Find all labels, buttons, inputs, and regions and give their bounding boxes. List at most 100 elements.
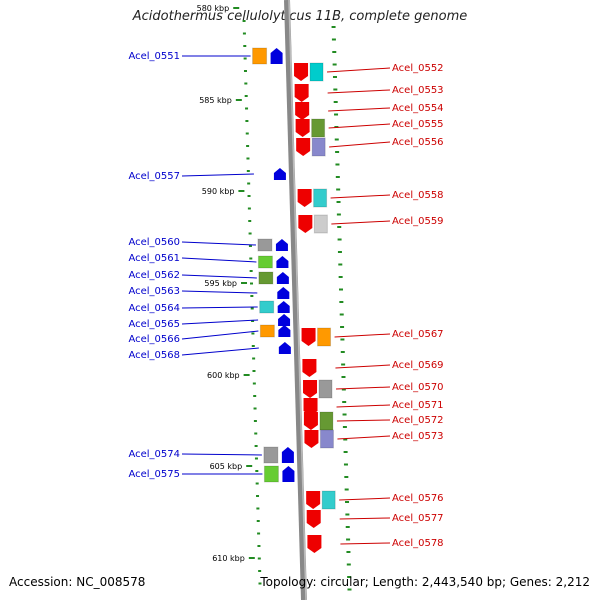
gene-label-reverse[interactable]: Acel_0566	[128, 334, 180, 345]
domain-block	[257, 255, 273, 269]
label-leader-line	[328, 123, 391, 129]
gene-arrow-reverse[interactable]	[277, 301, 290, 313]
gene-label-forward[interactable]: Acel_0559	[392, 216, 444, 227]
gene-arrow-forward[interactable]	[294, 63, 309, 81]
kbp-tick	[238, 190, 245, 192]
gene-label-forward[interactable]: Acel_0567	[392, 329, 444, 340]
domain-block	[257, 238, 273, 252]
kbp-label: 605 kbp	[210, 462, 243, 471]
tick-marks	[242, 20, 352, 591]
label-leader-line	[181, 290, 258, 294]
label-leader-line	[336, 404, 391, 408]
gene-arrow-reverse[interactable]	[278, 342, 291, 354]
gene-label-reverse[interactable]: Acel_0564	[128, 303, 180, 314]
gene-features[interactable]	[252, 47, 336, 553]
gene-label-forward[interactable]: Acel_0578	[392, 538, 444, 549]
gene-arrow-forward[interactable]	[304, 430, 319, 448]
gene-arrow-forward[interactable]	[295, 119, 310, 137]
kbp-label: 595 kbp	[204, 279, 237, 288]
gene-arrow-forward[interactable]	[295, 102, 310, 120]
label-leader-line	[330, 194, 391, 199]
gene-label-forward[interactable]: Acel_0569	[392, 360, 444, 371]
gene-label-reverse[interactable]: Acel_0560	[128, 237, 180, 248]
gene-label-forward[interactable]: Acel_0554	[392, 103, 444, 114]
kbp-tick	[243, 374, 250, 376]
domain-block	[259, 300, 275, 314]
gene-label-reverse[interactable]: Acel_0561	[128, 253, 180, 264]
gene-arrow-forward[interactable]	[303, 398, 318, 416]
label-leader-line	[181, 347, 259, 356]
label-leader-line	[181, 257, 257, 263]
gene-arrow-reverse[interactable]	[277, 287, 290, 299]
gene-arrow-reverse[interactable]	[270, 48, 283, 64]
label-leader-line	[327, 67, 391, 73]
gene-arrow-forward[interactable]	[306, 491, 321, 509]
gene-arrow-reverse[interactable]	[276, 272, 289, 284]
domain-block	[319, 429, 334, 449]
gene-label-forward[interactable]: Acel_0577	[392, 513, 444, 524]
gene-label-forward[interactable]: Acel_0570	[392, 382, 444, 393]
gene-label-reverse[interactable]: Acel_0574	[128, 449, 180, 460]
gene-label-reverse[interactable]: Acel_0565	[128, 319, 180, 330]
kbp-label: 590 kbp	[202, 187, 235, 196]
domain-block	[313, 214, 328, 234]
domain-block	[252, 47, 268, 65]
gene-arrow-reverse[interactable]	[278, 314, 291, 326]
label-leader-line	[328, 107, 391, 112]
gene-arrow-reverse[interactable]	[281, 447, 294, 463]
gene-arrow-forward[interactable]	[307, 535, 322, 553]
gene-arrow-forward[interactable]	[303, 412, 318, 430]
gene-arrow-reverse[interactable]	[273, 168, 286, 180]
label-leader-line	[181, 241, 256, 246]
gene-arrow-forward[interactable]	[297, 189, 312, 207]
label-leader-line	[334, 333, 391, 338]
domain-block	[317, 327, 332, 347]
gene-arrow-forward[interactable]	[298, 215, 313, 233]
label-leader-line	[181, 306, 258, 309]
backbone-line	[284, 0, 307, 600]
label-leader-line	[339, 497, 391, 501]
gene-arrow-forward[interactable]	[302, 359, 317, 377]
gene-label-reverse[interactable]: Acel_0575	[128, 469, 180, 480]
domain-block	[313, 188, 328, 208]
domain-block	[258, 271, 274, 285]
gene-label-forward[interactable]: Acel_0558	[392, 190, 444, 201]
gene-label-forward[interactable]: Acel_0553	[392, 85, 444, 96]
gene-label-reverse[interactable]: Acel_0568	[128, 350, 180, 361]
gene-label-forward[interactable]: Acel_0573	[392, 431, 444, 442]
gene-arrow-reverse[interactable]	[275, 239, 288, 251]
gene-label-forward[interactable]: Acel_0556	[392, 137, 444, 148]
kbp-label: 600 kbp	[207, 371, 240, 380]
gene-label-forward[interactable]: Acel_0555	[392, 119, 444, 130]
gene-arrow-forward[interactable]	[301, 328, 316, 346]
gene-arrow-reverse[interactable]	[282, 466, 295, 482]
domain-block	[309, 62, 324, 82]
gene-arrow-forward[interactable]	[294, 84, 309, 102]
label-leader-line	[181, 173, 254, 177]
domain-block	[259, 324, 275, 338]
gene-label-reverse[interactable]: Acel_0557	[128, 171, 180, 182]
gene-arrow-reverse[interactable]	[278, 325, 291, 337]
gene-label-forward[interactable]: Acel_0572	[392, 415, 444, 426]
gene-label-forward[interactable]: Acel_0571	[392, 400, 444, 411]
domain-block	[321, 490, 336, 510]
gene-label-forward[interactable]: Acel_0576	[392, 493, 444, 504]
domain-block	[263, 446, 279, 464]
domain-block	[263, 465, 279, 483]
label-leader-line	[181, 453, 262, 456]
gene-label-reverse[interactable]: Acel_0563	[128, 286, 180, 297]
gene-arrow-reverse[interactable]	[276, 256, 289, 268]
gene-labels[interactable]: Acel_0551 Acel_0557 Acel_0560 Acel_0561 Acel…	[128, 51, 443, 549]
gene-label-reverse[interactable]: Acel_0562	[128, 270, 180, 281]
gene-arrow-forward[interactable]	[296, 138, 311, 156]
gene-label-reverse[interactable]: Acel_0551	[128, 51, 180, 62]
kbp-tick	[246, 465, 253, 467]
domain-block	[311, 118, 326, 138]
label-leader-line	[335, 364, 391, 369]
gene-arrow-forward[interactable]	[303, 380, 318, 398]
gene-arrow-forward[interactable]	[306, 510, 321, 528]
kbp-tick	[235, 99, 242, 101]
label-leader-line	[329, 141, 391, 148]
kbp-label: 585 kbp	[199, 96, 232, 105]
gene-label-forward[interactable]: Acel_0552	[392, 63, 444, 74]
